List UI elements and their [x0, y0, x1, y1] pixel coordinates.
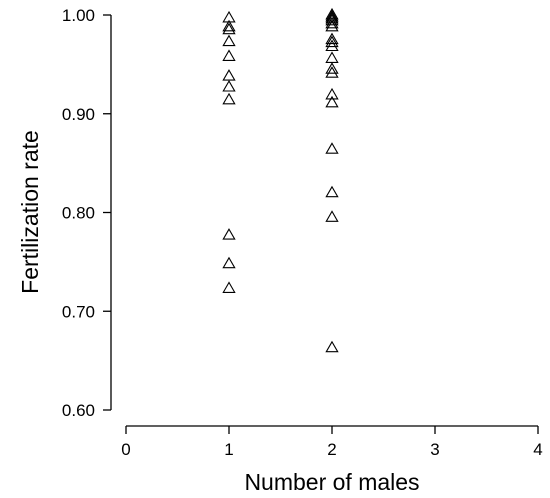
- x-tick-label: 2: [327, 440, 336, 459]
- data-point-triangle: [222, 228, 236, 240]
- data-point-triangle: [325, 39, 339, 52]
- data-point-triangle: [325, 11, 339, 24]
- data-point-triangle: [222, 256, 236, 269]
- data-point-triangle: [325, 340, 339, 353]
- axes: [110, 15, 538, 427]
- data-point-triangle: [325, 51, 339, 63]
- y-tick-label: 0.70: [62, 302, 95, 321]
- data-point-triangle: [222, 281, 236, 293]
- data-point-triangle: [222, 34, 236, 47]
- y-tick-label: 1.00: [62, 6, 95, 25]
- x-tick-label: 3: [430, 440, 439, 459]
- data-point-triangle: [325, 62, 339, 74]
- y-tick-label: 0.90: [62, 105, 95, 124]
- y-tick-label: 0.60: [62, 401, 95, 420]
- data-point-triangle: [222, 79, 236, 92]
- data-point-triangle: [325, 35, 339, 48]
- data-point-triangle: [325, 95, 339, 108]
- data-point-triangle: [222, 69, 236, 81]
- x-tick-label: 0: [121, 440, 130, 459]
- x-ticks: 0 1 2 3 4: [121, 426, 543, 459]
- x-axis-title: Number of males: [244, 469, 419, 495]
- y-tick-label: 0.80: [62, 204, 95, 223]
- data-point-triangle: [325, 185, 339, 198]
- data-point-triangle: [325, 16, 339, 29]
- data-point-triangle: [325, 13, 339, 26]
- x-tick-label: 1: [224, 440, 233, 459]
- data-point-triangle: [325, 66, 339, 78]
- data-point-triangle: [325, 32, 339, 45]
- data-point-triangle: [222, 19, 236, 32]
- data-point-triangle: [325, 87, 339, 100]
- data-point-triangle: [222, 49, 236, 61]
- data-points: [222, 7, 339, 353]
- x-tick-label: 4: [533, 440, 542, 459]
- y-axis-title: Fertilization rate: [17, 130, 43, 294]
- y-ticks: 0.60 0.70 0.80 0.90 1.00: [62, 6, 111, 420]
- data-point-triangle: [222, 92, 236, 105]
- data-point-triangle: [222, 22, 236, 35]
- data-point-triangle: [325, 142, 339, 154]
- data-point-triangle: [325, 19, 339, 32]
- data-point-triangle: [325, 210, 339, 222]
